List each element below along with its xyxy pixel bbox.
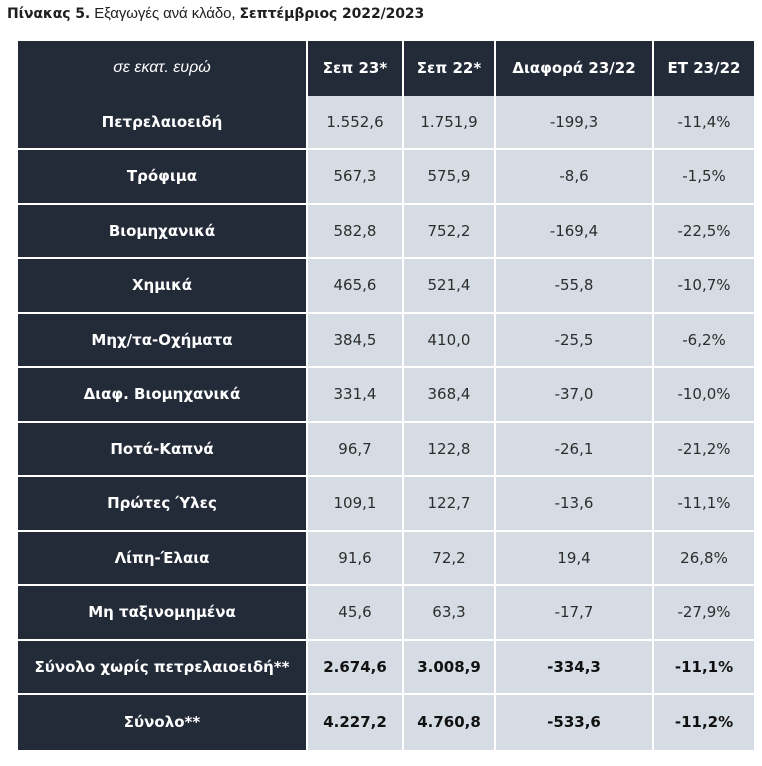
cell-sep22: 63,3: [404, 586, 496, 641]
cell-difference: -199,3: [496, 95, 654, 150]
cell-sep23: 567,3: [308, 150, 404, 205]
cell-sep23: 91,6: [308, 531, 404, 586]
cell-sep22: 122,8: [404, 422, 496, 477]
cell-difference: -17,7: [496, 586, 654, 641]
cell-sep22: 368,4: [404, 368, 496, 423]
cell-sep22: 4.760,8: [404, 695, 496, 750]
caption-suffix: Σεπτέμβριος 2022/2023: [239, 6, 425, 22]
cell-difference: -37,0: [496, 368, 654, 423]
cell-sep22: 752,2: [404, 204, 496, 259]
header-unit: σε εκατ. ευρώ: [18, 41, 308, 96]
cell-sep23: 1.552,6: [308, 95, 404, 150]
cell-yoy-change: -22,5%: [654, 204, 754, 259]
cell-sep22: 521,4: [404, 259, 496, 314]
cell-sep22: 1.751,9: [404, 95, 496, 150]
cell-sep23: 582,8: [308, 204, 404, 259]
header-difference: Διαφορά 23/22: [496, 41, 654, 96]
table-row: Πρώτες Ύλες 109,1 122,7 -13,6 -11,1%: [18, 477, 754, 532]
exports-by-sector-table: σε εκατ. ευρώ Σεπ 23* Σεπ 22* Διαφορά 23…: [18, 41, 754, 750]
cell-yoy-change: 26,8%: [654, 531, 754, 586]
cell-sep23: 384,5: [308, 313, 404, 368]
cell-sep23: 45,6: [308, 586, 404, 641]
cell-difference: -8,6: [496, 150, 654, 205]
table-caption: Πίνακας 5. Εξαγωγές ανά κλάδο, Σεπτέμβρι…: [7, 5, 424, 22]
cell-yoy-change: -27,9%: [654, 586, 754, 641]
table-row: Μηχ/τα-Οχήματα 384,5 410,0 -25,5 -6,2%: [18, 313, 754, 368]
header-sep22: Σεπ 22*: [404, 41, 496, 96]
cell-yoy-change: -10,0%: [654, 368, 754, 423]
cell-difference: -533,6: [496, 695, 654, 750]
header-yoy-change: ΕΤ 23/22: [654, 41, 754, 96]
cell-yoy-change: -1,5%: [654, 150, 754, 205]
caption-middle: Εξαγωγές ανά κλάδο,: [90, 5, 240, 22]
cell-difference: 19,4: [496, 531, 654, 586]
table-row: Σύνολο χωρίς πετρελαιοειδή** 2.674,6 3.008…: [18, 640, 754, 695]
table-row: Διαφ. Βιομηχανικά 331,4 368,4 -37,0 -10,0%: [18, 368, 754, 423]
cell-difference: -334,3: [496, 640, 654, 695]
cell-yoy-change: -11,4%: [654, 95, 754, 150]
row-label: Σύνολο χωρίς πετρελαιοειδή**: [18, 640, 308, 695]
cell-sep23: 331,4: [308, 368, 404, 423]
cell-sep23: 96,7: [308, 422, 404, 477]
row-label: Λίπη-Έλαια: [18, 531, 308, 586]
cell-yoy-change: -21,2%: [654, 422, 754, 477]
table-row: Λίπη-Έλαια 91,6 72,2 19,4 26,8%: [18, 531, 754, 586]
cell-yoy-change: -6,2%: [654, 313, 754, 368]
cell-difference: -26,1: [496, 422, 654, 477]
caption-prefix: Πίνακας 5.: [7, 6, 91, 22]
cell-difference: -55,8: [496, 259, 654, 314]
cell-yoy-change: -11,2%: [654, 695, 754, 750]
row-label: Χημικά: [18, 259, 308, 314]
cell-sep22: 410,0: [404, 313, 496, 368]
cell-yoy-change: -10,7%: [654, 259, 754, 314]
cell-difference: -169,4: [496, 204, 654, 259]
table-row: Ποτά-Καπνά 96,7 122,8 -26,1 -21,2%: [18, 422, 754, 477]
cell-sep23: 109,1: [308, 477, 404, 532]
table-row: Σύνολο** 4.227,2 4.760,8 -533,6 -11,2%: [18, 695, 754, 750]
exports-table-container: σε εκατ. ευρώ Σεπ 23* Σεπ 22* Διαφορά 23…: [18, 41, 754, 763]
row-label: Σύνολο**: [18, 695, 308, 750]
cell-sep23: 2.674,6: [308, 640, 404, 695]
cell-sep22: 3.008,9: [404, 640, 496, 695]
table-row: Μη ταξινομημένα 45,6 63,3 -17,7 -27,9%: [18, 586, 754, 641]
row-label: Ποτά-Καπνά: [18, 422, 308, 477]
header-sep23: Σεπ 23*: [308, 41, 404, 96]
table-header-row: σε εκατ. ευρώ Σεπ 23* Σεπ 22* Διαφορά 23…: [18, 41, 754, 96]
row-label: Διαφ. Βιομηχανικά: [18, 368, 308, 423]
cell-sep23: 4.227,2: [308, 695, 404, 750]
row-label: Πετρελαιοειδή: [18, 95, 308, 150]
table-row: Βιομηχανικά 582,8 752,2 -169,4 -22,5%: [18, 204, 754, 259]
row-label: Μηχ/τα-Οχήματα: [18, 313, 308, 368]
row-label: Πρώτες Ύλες: [18, 477, 308, 532]
cell-yoy-change: -11,1%: [654, 477, 754, 532]
cell-difference: -13,6: [496, 477, 654, 532]
row-label: Μη ταξινομημένα: [18, 586, 308, 641]
row-label: Τρόφιμα: [18, 150, 308, 205]
cell-difference: -25,5: [496, 313, 654, 368]
table-row: Τρόφιμα 567,3 575,9 -8,6 -1,5%: [18, 150, 754, 205]
cell-sep23: 465,6: [308, 259, 404, 314]
cell-sep22: 72,2: [404, 531, 496, 586]
cell-sep22: 575,9: [404, 150, 496, 205]
table-body: Πετρελαιοειδή 1.552,6 1.751,9 -199,3 -11,4% Τ…: [18, 95, 754, 750]
cell-sep22: 122,7: [404, 477, 496, 532]
row-label: Βιομηχανικά: [18, 204, 308, 259]
cell-yoy-change: -11,1%: [654, 640, 754, 695]
table-row: Χημικά 465,6 521,4 -55,8 -10,7%: [18, 259, 754, 314]
table-row: Πετρελαιοειδή 1.552,6 1.751,9 -199,3 -11,4%: [18, 95, 754, 150]
